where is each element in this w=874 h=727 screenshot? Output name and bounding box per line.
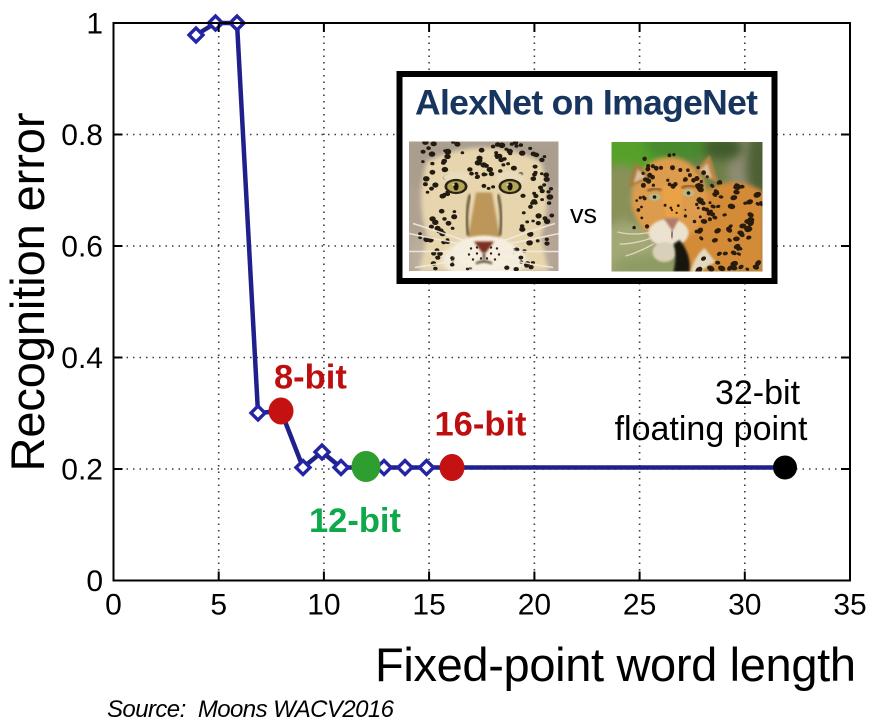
svg-text:30: 30 bbox=[728, 589, 761, 622]
svg-text:0.4: 0.4 bbox=[61, 342, 103, 375]
svg-text:Fixed-point word length: Fixed-point word length bbox=[375, 638, 856, 691]
svg-text:1: 1 bbox=[86, 8, 103, 41]
svg-text:vs: vs bbox=[570, 199, 597, 229]
svg-text:8-bit: 8-bit bbox=[274, 359, 347, 397]
svg-text:12-bit: 12-bit bbox=[309, 502, 402, 540]
svg-text:5: 5 bbox=[210, 589, 227, 622]
svg-text:10: 10 bbox=[307, 589, 340, 622]
svg-text:AlexNet on ImageNet: AlexNet on ImageNet bbox=[415, 83, 758, 123]
svg-text:16-bit: 16-bit bbox=[435, 406, 528, 444]
svg-text:15: 15 bbox=[412, 589, 445, 622]
svg-text:32-bit: 32-bit bbox=[715, 374, 801, 412]
svg-text:0: 0 bbox=[86, 565, 103, 598]
svg-text:0: 0 bbox=[105, 589, 122, 622]
svg-text:25: 25 bbox=[623, 589, 656, 622]
svg-text:0.8: 0.8 bbox=[61, 119, 103, 152]
svg-text:Recognition error: Recognition error bbox=[1, 113, 54, 472]
svg-text:0.6: 0.6 bbox=[61, 231, 103, 264]
svg-text:20: 20 bbox=[518, 589, 551, 622]
svg-text:35: 35 bbox=[833, 589, 866, 622]
svg-text:Source: Moons WACV2016: Source: Moons WACV2016 bbox=[107, 696, 395, 723]
svg-text:0.2: 0.2 bbox=[61, 454, 103, 487]
svg-text:floating point: floating point bbox=[615, 410, 808, 448]
